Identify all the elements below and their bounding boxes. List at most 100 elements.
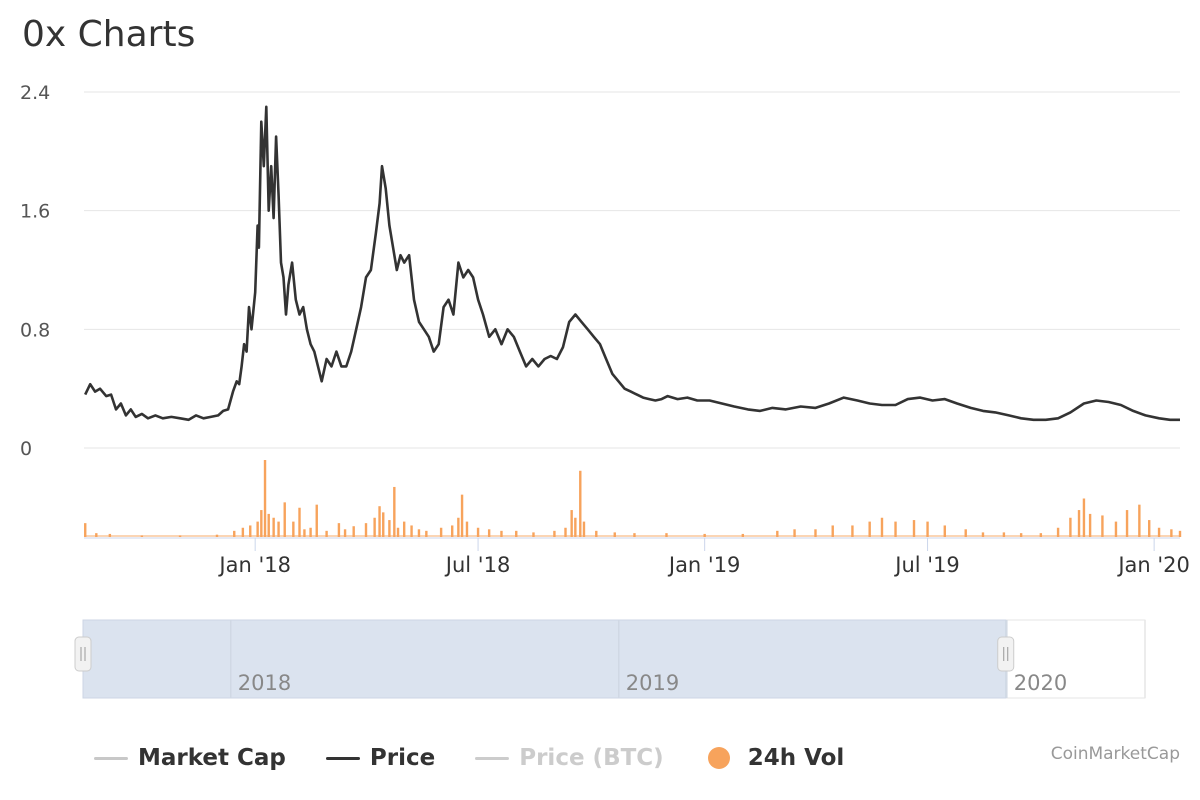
legend-item-market-cap[interactable]: Market Cap — [94, 745, 286, 771]
volume-bar — [1039, 533, 1043, 537]
volume-bar — [249, 525, 252, 537]
volume-bar — [1178, 530, 1182, 537]
volume-bar — [831, 525, 834, 537]
volume-bar — [465, 521, 469, 537]
volume-bar — [1056, 527, 1060, 537]
volume-bar — [868, 521, 871, 537]
navigator[interactable]: 2018 2019 2020 — [74, 619, 1146, 699]
navigator-selection[interactable] — [82, 619, 1007, 699]
volume-bar — [633, 533, 636, 537]
legend-label: Price (BTC) — [519, 745, 664, 771]
price-series-line[interactable] — [84, 105, 1180, 422]
volume-bar — [595, 530, 598, 537]
volume-bar — [256, 521, 259, 537]
volume-bar — [532, 532, 535, 537]
volume-bar — [500, 530, 503, 537]
volume-bar — [776, 530, 779, 537]
volume-bar — [1088, 513, 1092, 537]
y-tick-label: 2.4 — [20, 82, 50, 104]
volume-bar — [579, 470, 582, 537]
volume-bar — [325, 530, 328, 537]
legend-item-price[interactable]: Price — [325, 745, 436, 771]
volume-bar — [570, 510, 573, 537]
volume-bar — [1138, 504, 1141, 537]
volume-bar — [582, 521, 586, 537]
volume-bar — [564, 527, 567, 537]
volume-bar — [393, 486, 396, 537]
volume-bar — [1082, 498, 1086, 537]
x-tick-label: Jan '20 — [1116, 553, 1190, 577]
navigator-left-handle[interactable] — [74, 636, 92, 672]
volume-bar — [272, 517, 275, 537]
volume-bar — [303, 529, 306, 537]
credit-label[interactable]: CoinMarketCap — [1050, 744, 1180, 764]
x-axis: Jan '18 Jul '18 Jan '19 Jul '19 Jan '20 — [84, 537, 1190, 577]
volume-bar — [263, 460, 267, 537]
volume-bar — [981, 532, 985, 537]
navigator-right-handle[interactable] — [997, 636, 1015, 672]
legend-label: 24h Vol — [747, 745, 845, 771]
volume-bar — [337, 523, 341, 537]
volume-bar — [410, 525, 413, 537]
x-tick-label: Jan '19 — [667, 553, 741, 577]
volume-bar — [457, 517, 460, 537]
volume-bar — [396, 527, 400, 537]
volume-bar — [894, 521, 897, 537]
volume-bar — [315, 504, 318, 537]
volume-bar — [1069, 517, 1072, 537]
price-line[interactable] — [84, 105, 1180, 422]
volume-bar — [1002, 532, 1006, 537]
volume-bar — [574, 517, 577, 537]
volume-bars — [84, 460, 1182, 537]
volume-bar — [260, 510, 263, 537]
legend: Market Cap Price Price (BTC) 24h Vol — [94, 740, 884, 776]
volume-bar — [378, 506, 381, 537]
volume-bar — [283, 502, 286, 537]
volume-bar — [425, 530, 428, 537]
volume-bar — [665, 533, 668, 537]
volume-bar — [84, 523, 87, 537]
volume-bar — [1125, 510, 1129, 537]
volume-bar — [292, 521, 295, 537]
legend-label: Price — [369, 745, 436, 771]
grid-lines — [84, 91, 1180, 449]
volume-bar — [476, 527, 480, 537]
x-tick-label: Jan '18 — [217, 553, 291, 577]
y-axis-ticks: 0 0.8 1.6 2.4 — [20, 82, 50, 460]
volume-bar — [926, 521, 929, 537]
volume-bar — [814, 529, 817, 537]
legend-label: Market Cap — [138, 745, 286, 771]
volume-bar — [880, 517, 884, 537]
volume-bar — [352, 526, 355, 537]
volume-bar — [1077, 510, 1081, 537]
volume-bar — [233, 530, 236, 537]
y-tick-label: 1.6 — [20, 201, 50, 223]
volume-bar — [1019, 533, 1023, 537]
volume-bar — [1114, 521, 1118, 537]
legend-line-icon — [325, 756, 360, 760]
volume-bar — [793, 529, 796, 537]
volume-bar — [95, 533, 98, 537]
volume-bar — [1170, 529, 1173, 537]
x-tick-label: Jul '19 — [893, 553, 960, 577]
volume-bar — [912, 520, 916, 537]
y-tick-label: 0.8 — [20, 319, 50, 341]
volume-bar — [451, 525, 454, 537]
chart-title: 0x Charts — [22, 14, 196, 55]
volume-bar — [964, 529, 967, 537]
volume-bar — [613, 532, 616, 537]
volume-bar — [1148, 520, 1151, 537]
volume-bar — [388, 520, 391, 537]
legend-line-icon — [94, 756, 128, 760]
legend-item-price-btc[interactable]: Price (BTC) — [475, 745, 664, 771]
volume-bar — [1157, 527, 1161, 537]
volume-bar — [277, 521, 280, 537]
legend-item-24h-vol[interactable]: 24h Vol — [704, 745, 845, 771]
legend-line-icon — [475, 756, 510, 760]
navigator-tick-label: 2018 — [238, 671, 291, 695]
volume-bar — [460, 494, 464, 537]
volume-bar — [382, 512, 385, 537]
y-tick-label: 0 — [20, 438, 32, 460]
volume-bar — [309, 527, 312, 537]
